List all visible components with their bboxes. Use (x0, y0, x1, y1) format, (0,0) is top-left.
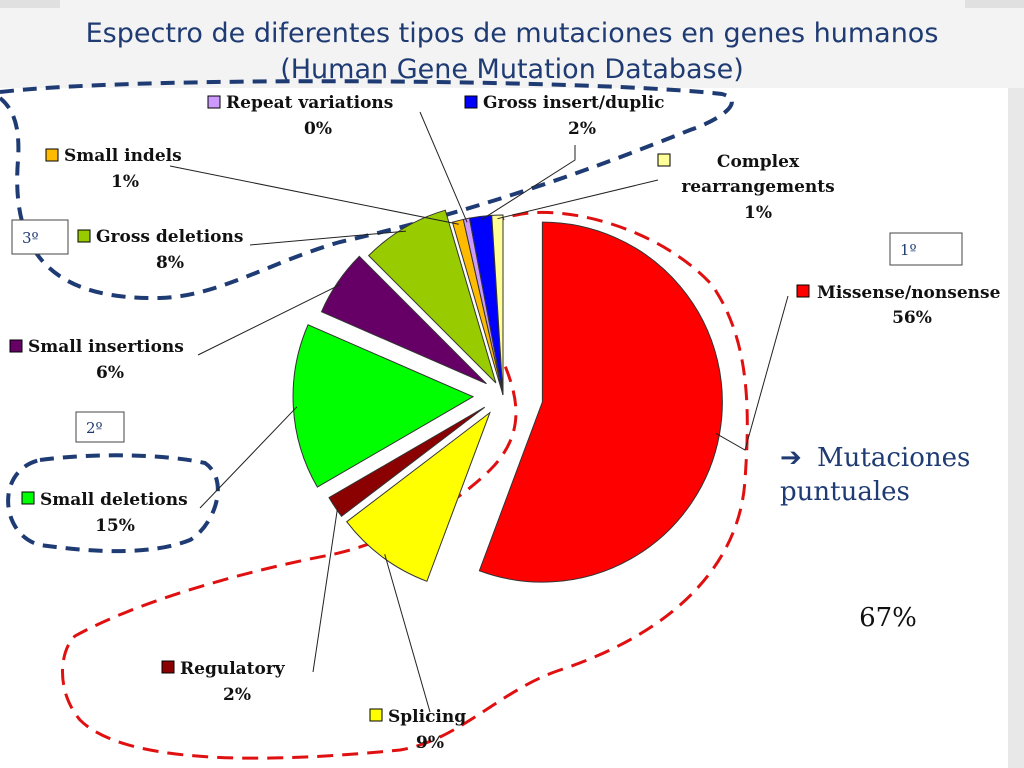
leader-line-repeat-variations (419, 111, 468, 223)
pct-small-indels: 1% (111, 172, 139, 192)
rank-label-1: 1º (900, 241, 917, 259)
pie-slice-gross-deletions (367, 209, 497, 384)
header-decor (0, 0, 1024, 88)
pie-slice-small-deletions (292, 324, 475, 488)
label-complex: Complex (717, 152, 800, 172)
group-2-outline (6, 453, 220, 554)
leader-line-small-deletions (199, 406, 298, 509)
legend-splicing: Splicing 9% (369, 707, 466, 753)
leader-line-complex-rearrangements (497, 179, 659, 220)
label-gross-insert: Gross insert/duplic (483, 93, 665, 113)
rank-label-2: 2º (86, 419, 103, 437)
leader-line-gross-deletions (249, 230, 407, 246)
note-mutaciones-puntuales: ➔ Mutaciones puntuales (780, 443, 970, 507)
pct-gross-deletions: 8% (156, 253, 184, 273)
pie-slice-missense-nonsense (478, 221, 723, 583)
pct-regulatory: 2% (223, 685, 251, 705)
pie-slice-small-insertions (320, 255, 487, 385)
label-gross-deletions: Gross deletions (96, 227, 243, 247)
leader-lines (169, 111, 789, 713)
rank-label-3: 3º (22, 229, 39, 247)
label-small-insertions: Small insertions (28, 337, 184, 357)
label-missense: Missense/nonsense (817, 283, 1001, 303)
legend-small-indels: Small indels 1% (45, 146, 182, 192)
group-1-outline (61, 210, 749, 760)
label-small-deletions: Small deletions (40, 490, 188, 510)
label-regulatory: Regulatory (180, 659, 286, 679)
group-3-outline (0, 79, 734, 301)
pie-slice-complex-rearrangements (491, 214, 504, 396)
pct-repeat-variations: 0% (304, 119, 332, 139)
legend-gross-insert: Gross insert/duplic 2% (464, 93, 665, 139)
legend-regulatory: Regulatory 2% (161, 659, 286, 705)
legend-repeat-variations: Repeat variations 0% (207, 93, 393, 139)
leader-line-gross-insert-duplic (480, 145, 576, 221)
note-line2: puntuales (780, 477, 910, 507)
pct-gross-insert: 2% (568, 119, 596, 139)
page-subtitle: (Human Gene Mutation Database) (280, 54, 744, 85)
legend-gross-deletions: Gross deletions 8% (77, 227, 243, 273)
pct-splicing: 9% (416, 733, 444, 753)
note-line1: Mutaciones (817, 443, 970, 473)
legend-small-insertions: Small insertions 6% (9, 337, 184, 383)
page-title: Espectro de diferentes tipos de mutacion… (85, 18, 939, 49)
pct-small-insertions: 6% (96, 363, 124, 383)
pie-chart (292, 209, 723, 583)
leader-line-small-insertions (197, 283, 341, 356)
total-percent: 67% (859, 603, 917, 633)
leader-line-missense-nonsense (715, 295, 789, 451)
legend-missense: Missense/nonsense 56% (796, 283, 1001, 328)
label-repeat-variations: Repeat variations (226, 93, 393, 113)
pie-slice-splicing (345, 411, 491, 582)
right-strip (1008, 88, 1024, 768)
note-arrow-icon: ➔ (780, 443, 802, 473)
legend-complex: Complex rearrangements 1% (657, 152, 835, 223)
rank-box-1: 1º (889, 232, 963, 266)
leader-line-regulatory (312, 505, 339, 673)
label-complex-2: rearrangements (681, 177, 834, 197)
label-splicing: Splicing (388, 707, 466, 727)
pct-missense: 56% (892, 308, 932, 328)
legend-small-deletions: Small deletions 15% (21, 490, 188, 536)
label-small-indels: Small indels (64, 146, 182, 166)
pct-small-deletions: 15% (95, 516, 135, 536)
rank-box-3: 3º (11, 219, 69, 255)
leader-line-small-indels (169, 165, 459, 225)
pct-complex: 1% (744, 203, 772, 223)
chart-area (0, 88, 1024, 768)
pie-slice-regulatory (328, 406, 486, 517)
leader-line-splicing (384, 554, 431, 713)
rank-box-2: 2º (75, 411, 125, 443)
